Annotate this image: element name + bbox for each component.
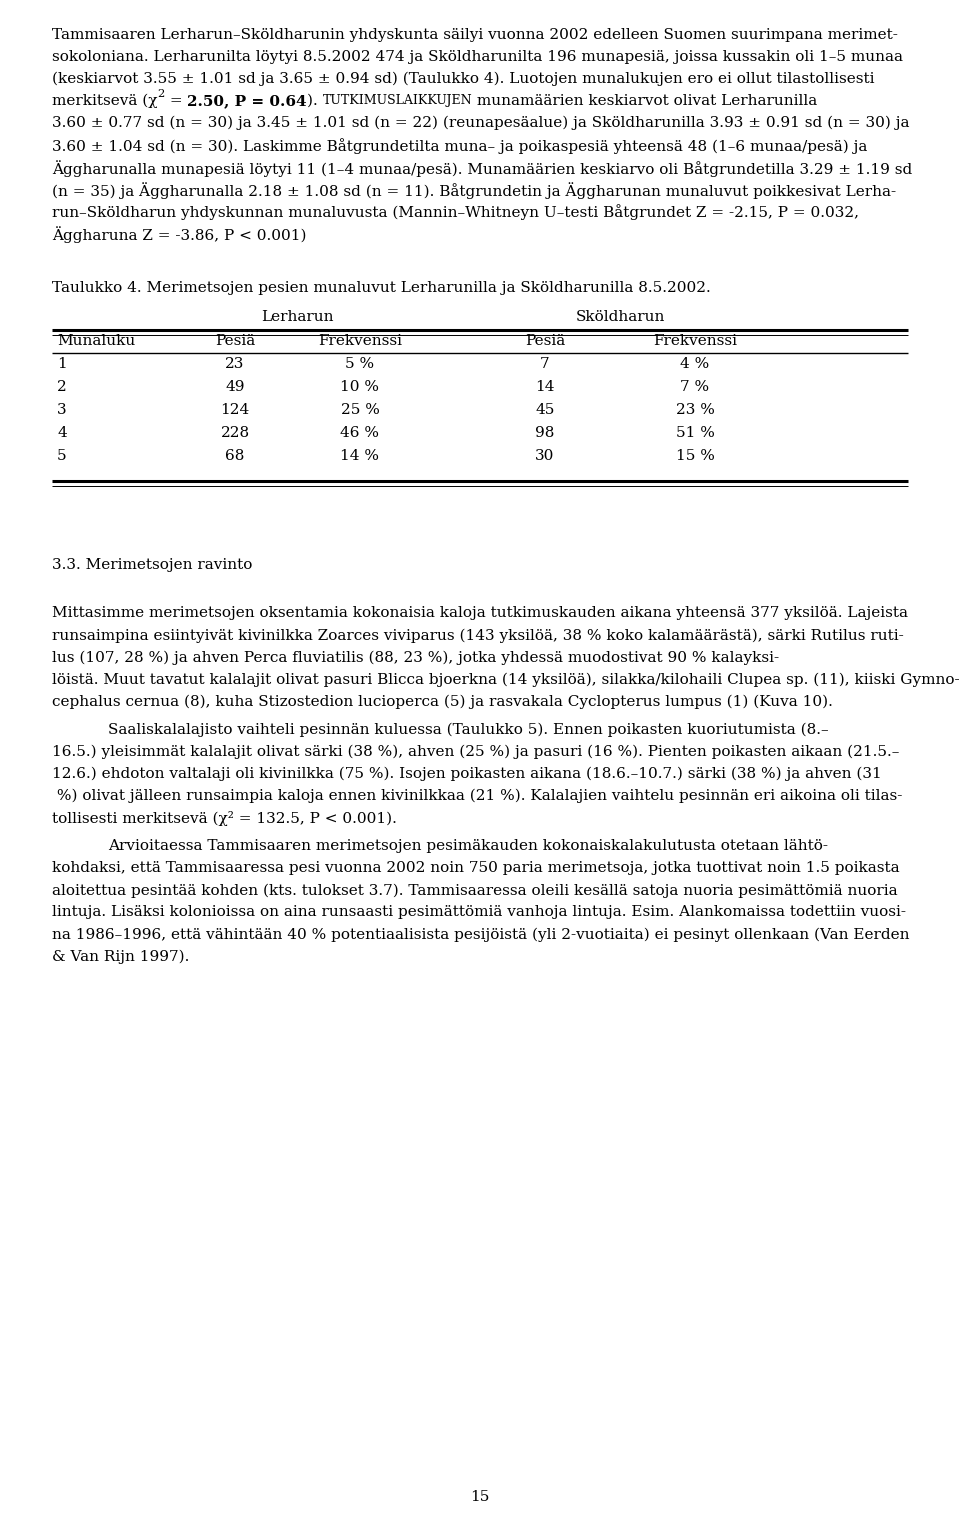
Text: kohdaksi, että Tammisaaressa pesi vuonna 2002 noin 750 paria merimetsoja, jotka : kohdaksi, että Tammisaaressa pesi vuonna…: [52, 862, 900, 876]
Text: 2: 2: [57, 380, 67, 394]
Text: 23 %: 23 %: [676, 403, 714, 416]
Text: na 1986–1996, että vähintään 40 % potentiaalisista pesijöistä (yli 2-vuotiaita) : na 1986–1996, että vähintään 40 % potent…: [52, 927, 909, 942]
Text: Frekvenssi: Frekvenssi: [653, 333, 737, 348]
Text: 68: 68: [226, 448, 245, 464]
Text: Äggharunalla munapesiä löytyi 11 (1–4 munaa/pesä). Munamäärien keskiarvo oli Båt: Äggharunalla munapesiä löytyi 11 (1–4 mu…: [52, 160, 912, 176]
Text: Frekvenssi: Frekvenssi: [318, 333, 402, 348]
Text: lintuja. Lisäksi kolonioissa on aina runsaasti pesimättömiä vanhoja lintuja. Esi: lintuja. Lisäksi kolonioissa on aina run…: [52, 906, 906, 920]
Text: sokoloniana. Lerharunilta löytyi 8.5.2002 474 ja Sköldharunilta 196 munapesiä, j: sokoloniana. Lerharunilta löytyi 8.5.200…: [52, 50, 903, 64]
Text: Pesiä: Pesiä: [525, 333, 565, 348]
Text: Saaliskalalajisto vaihteli pesinnän kuluessa (Taulukko 5). Ennen poikasten kuori: Saaliskalalajisto vaihteli pesinnän kulu…: [108, 724, 828, 737]
Text: 14: 14: [536, 380, 555, 394]
Text: TUTKIMUSLAIKKUJEN: TUTKIMUSLAIKKUJEN: [323, 94, 472, 106]
Text: 15: 15: [470, 1490, 490, 1503]
Text: 30: 30: [536, 448, 555, 464]
Text: (n = 35) ja Äggharunalla 2.18 ± 1.08 sd (n = 11). Båtgrundetin ja Äggharunan mun: (n = 35) ja Äggharunalla 2.18 ± 1.08 sd …: [52, 182, 896, 199]
Text: merkitsevä (χ: merkitsevä (χ: [52, 94, 157, 108]
Text: 1: 1: [57, 357, 67, 371]
Text: 45: 45: [536, 403, 555, 416]
Text: 4 %: 4 %: [681, 357, 709, 371]
Text: löistä. Muut tavatut kalalajit olivat pasuri Blicca bjoerkna (14 yksilöä), silak: löistä. Muut tavatut kalalajit olivat pa…: [52, 672, 960, 687]
Text: 98: 98: [536, 426, 555, 439]
Text: Tammisaaren Lerharun–Sköldharunin yhdyskunta säilyi vuonna 2002 edelleen Suomen : Tammisaaren Lerharun–Sköldharunin yhdysk…: [52, 27, 898, 43]
Text: Sköldharun: Sköldharun: [575, 310, 664, 324]
Text: 3.60 ± 0.77 sd (n = 30) ja 3.45 ± 1.01 sd (n = 22) (reunapesäalue) ja Sköldharun: 3.60 ± 0.77 sd (n = 30) ja 3.45 ± 1.01 s…: [52, 116, 909, 131]
Text: 2: 2: [157, 90, 165, 99]
Text: 3.3. Merimetsojen ravinto: 3.3. Merimetsojen ravinto: [52, 558, 252, 572]
Text: ).: ).: [307, 94, 323, 108]
Text: 2.50, P = 0.64: 2.50, P = 0.64: [187, 94, 307, 108]
Text: run–Sköldharun yhdyskunnan munaluvusta (Mannin–Whitneyn U–testi Båtgrundet Z = -: run–Sköldharun yhdyskunnan munaluvusta (…: [52, 204, 859, 220]
Text: 12.6.) ehdoton valtalaji oli kivinilkka (75 %). Isojen poikasten aikana (18.6.–1: 12.6.) ehdoton valtalaji oli kivinilkka …: [52, 766, 881, 781]
Text: Mittasimme merimetsojen oksentamia kokonaisia kaloja tutkimuskauden aikana yhtee: Mittasimme merimetsojen oksentamia kokon…: [52, 606, 908, 620]
Text: Lerharun: Lerharun: [261, 310, 334, 324]
Text: & Van Rijn 1997).: & Van Rijn 1997).: [52, 950, 189, 964]
Text: (keskiarvot 3.55 ± 1.01 sd ja 3.65 ± 0.94 sd) (Taulukko 4). Luotojen munalukujen: (keskiarvot 3.55 ± 1.01 sd ja 3.65 ± 0.9…: [52, 71, 875, 87]
Text: munamäärien keskiarvot olivat Lerharunilla: munamäärien keskiarvot olivat Lerharunil…: [472, 94, 817, 108]
Text: 228: 228: [221, 426, 250, 439]
Text: runsaimpina esiintyivät kivinilkka Zoarces viviparus (143 yksilöä, 38 % koko kal: runsaimpina esiintyivät kivinilkka Zoarc…: [52, 628, 903, 643]
Text: 49: 49: [226, 380, 245, 394]
Text: 23: 23: [226, 357, 245, 371]
Text: 5 %: 5 %: [346, 357, 374, 371]
Text: Taulukko 4. Merimetsojen pesien munaluvut Lerharunilla ja Sköldharunilla 8.5.200: Taulukko 4. Merimetsojen pesien munaluvu…: [52, 281, 710, 295]
Text: Arvioitaessa Tammisaaren merimetsojen pesimäkauden kokonaiskalakulutusta otetaan: Arvioitaessa Tammisaaren merimetsojen pe…: [108, 839, 828, 853]
Text: %) olivat jälleen runsaimpia kaloja ennen kivinilkkaa (21 %). Kalalajien vaihtel: %) olivat jälleen runsaimpia kaloja enne…: [52, 789, 902, 803]
Text: 51 %: 51 %: [676, 426, 714, 439]
Text: cephalus cernua (8), kuha Stizostedion lucioperca (5) ja rasvakala Cyclopterus l: cephalus cernua (8), kuha Stizostedion l…: [52, 695, 833, 708]
Text: 46 %: 46 %: [341, 426, 379, 439]
Text: Pesiä: Pesiä: [215, 333, 255, 348]
Text: aloitettua pesintää kohden (kts. tulokset 3.7). Tammisaaressa oleili kesällä sat: aloitettua pesintää kohden (kts. tulokse…: [52, 883, 898, 898]
Text: 7: 7: [540, 357, 550, 371]
Text: 10 %: 10 %: [341, 380, 379, 394]
Text: Munaluku: Munaluku: [57, 333, 135, 348]
Text: Äggharuna Z = -3.86, P < 0.001): Äggharuna Z = -3.86, P < 0.001): [52, 226, 306, 243]
Text: lus (107, 28 %) ja ahven Perca fluviatilis (88, 23 %), jotka yhdessä muodostivat: lus (107, 28 %) ja ahven Perca fluviatil…: [52, 651, 780, 664]
Text: 16.5.) yleisimmät kalalajit olivat särki (38 %), ahven (25 %) ja pasuri (16 %). : 16.5.) yleisimmät kalalajit olivat särki…: [52, 745, 900, 758]
Text: =: =: [165, 94, 187, 108]
Text: 25 %: 25 %: [341, 403, 379, 416]
Text: 15 %: 15 %: [676, 448, 714, 464]
Text: 3: 3: [57, 403, 66, 416]
Text: tollisesti merkitsevä (χ² = 132.5, P < 0.001).: tollisesti merkitsevä (χ² = 132.5, P < 0…: [52, 810, 396, 825]
Text: 4: 4: [57, 426, 67, 439]
Text: 5: 5: [57, 448, 66, 464]
Text: 7 %: 7 %: [681, 380, 709, 394]
Text: 14 %: 14 %: [341, 448, 379, 464]
Text: 124: 124: [221, 403, 250, 416]
Text: 3.60 ± 1.04 sd (n = 30). Laskimme Båtgrundetilta muna– ja poikaspesiä yhteensä 4: 3.60 ± 1.04 sd (n = 30). Laskimme Båtgru…: [52, 138, 868, 154]
